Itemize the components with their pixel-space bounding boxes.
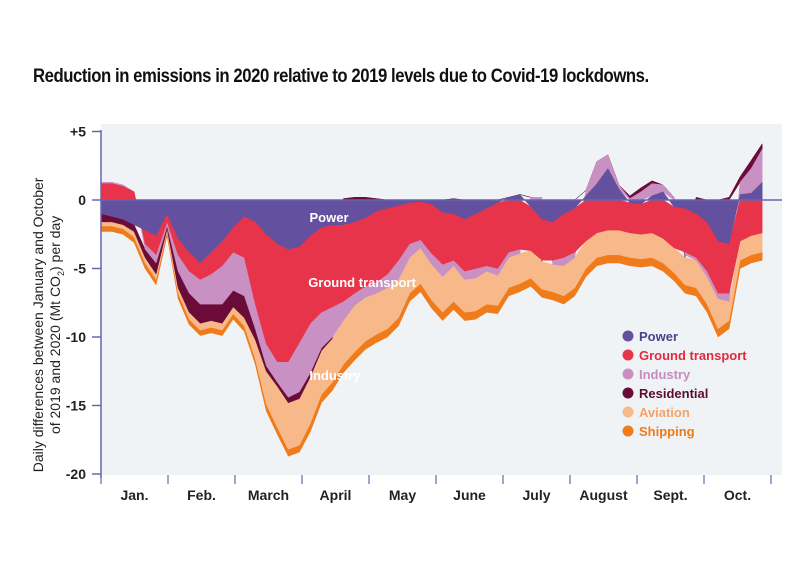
y-tick-label: +5 [70, 124, 86, 140]
legend-swatch-aviation [622, 406, 634, 418]
x-tick-label: June [453, 487, 486, 503]
x-tick-label: Sept. [653, 487, 687, 503]
y-ticks: +5 0 -5 -10 -15 -20 [66, 124, 101, 482]
chart-title: Reduction in emissions in 2020 relative … [33, 66, 649, 87]
legend-swatch-shipping [622, 425, 634, 437]
series-areas [100, 143, 763, 457]
y-tick-label: 0 [78, 192, 86, 208]
legend-swatch-residential [622, 387, 634, 399]
x-tick-label: August [579, 487, 628, 503]
x-tick-label: May [389, 487, 416, 503]
legend-label-ground-transport: Ground transport [639, 348, 747, 363]
y-tick-label: -5 [74, 261, 87, 277]
legend-label-power: Power [639, 329, 678, 344]
legend-swatch-power [622, 330, 634, 342]
legend-swatch-industry [622, 368, 634, 380]
x-tick-label: April [320, 487, 352, 503]
y-tick-label: -15 [66, 398, 86, 414]
in-chart-labels: Power Ground transport Industry [308, 210, 416, 383]
annotation-ground-transport: Ground transport [308, 275, 416, 290]
legend-label-shipping: Shipping [639, 424, 695, 439]
x-tick-label: Jan. [120, 487, 148, 503]
x-tick-label: Oct. [724, 487, 751, 503]
annotation-industry: Industry [309, 368, 361, 383]
y-tick-label: -20 [66, 466, 86, 482]
x-tick-label: July [522, 487, 550, 503]
y-tick-label: -10 [66, 329, 86, 345]
legend-label-aviation: Aviation [639, 405, 690, 420]
legend-swatch-ground-transport [622, 349, 634, 361]
x-ticks: Jan. Feb. March April May June July August Sept.… [100, 475, 772, 503]
legend-label-industry: Industry [639, 367, 691, 382]
x-tick-label: March [248, 487, 289, 503]
x-tick-label: Feb. [187, 487, 216, 503]
legend-label-residential: Residential [639, 386, 708, 401]
annotation-power: Power [309, 210, 348, 225]
legend: Power Ground transport Industry Residential… [622, 329, 747, 439]
